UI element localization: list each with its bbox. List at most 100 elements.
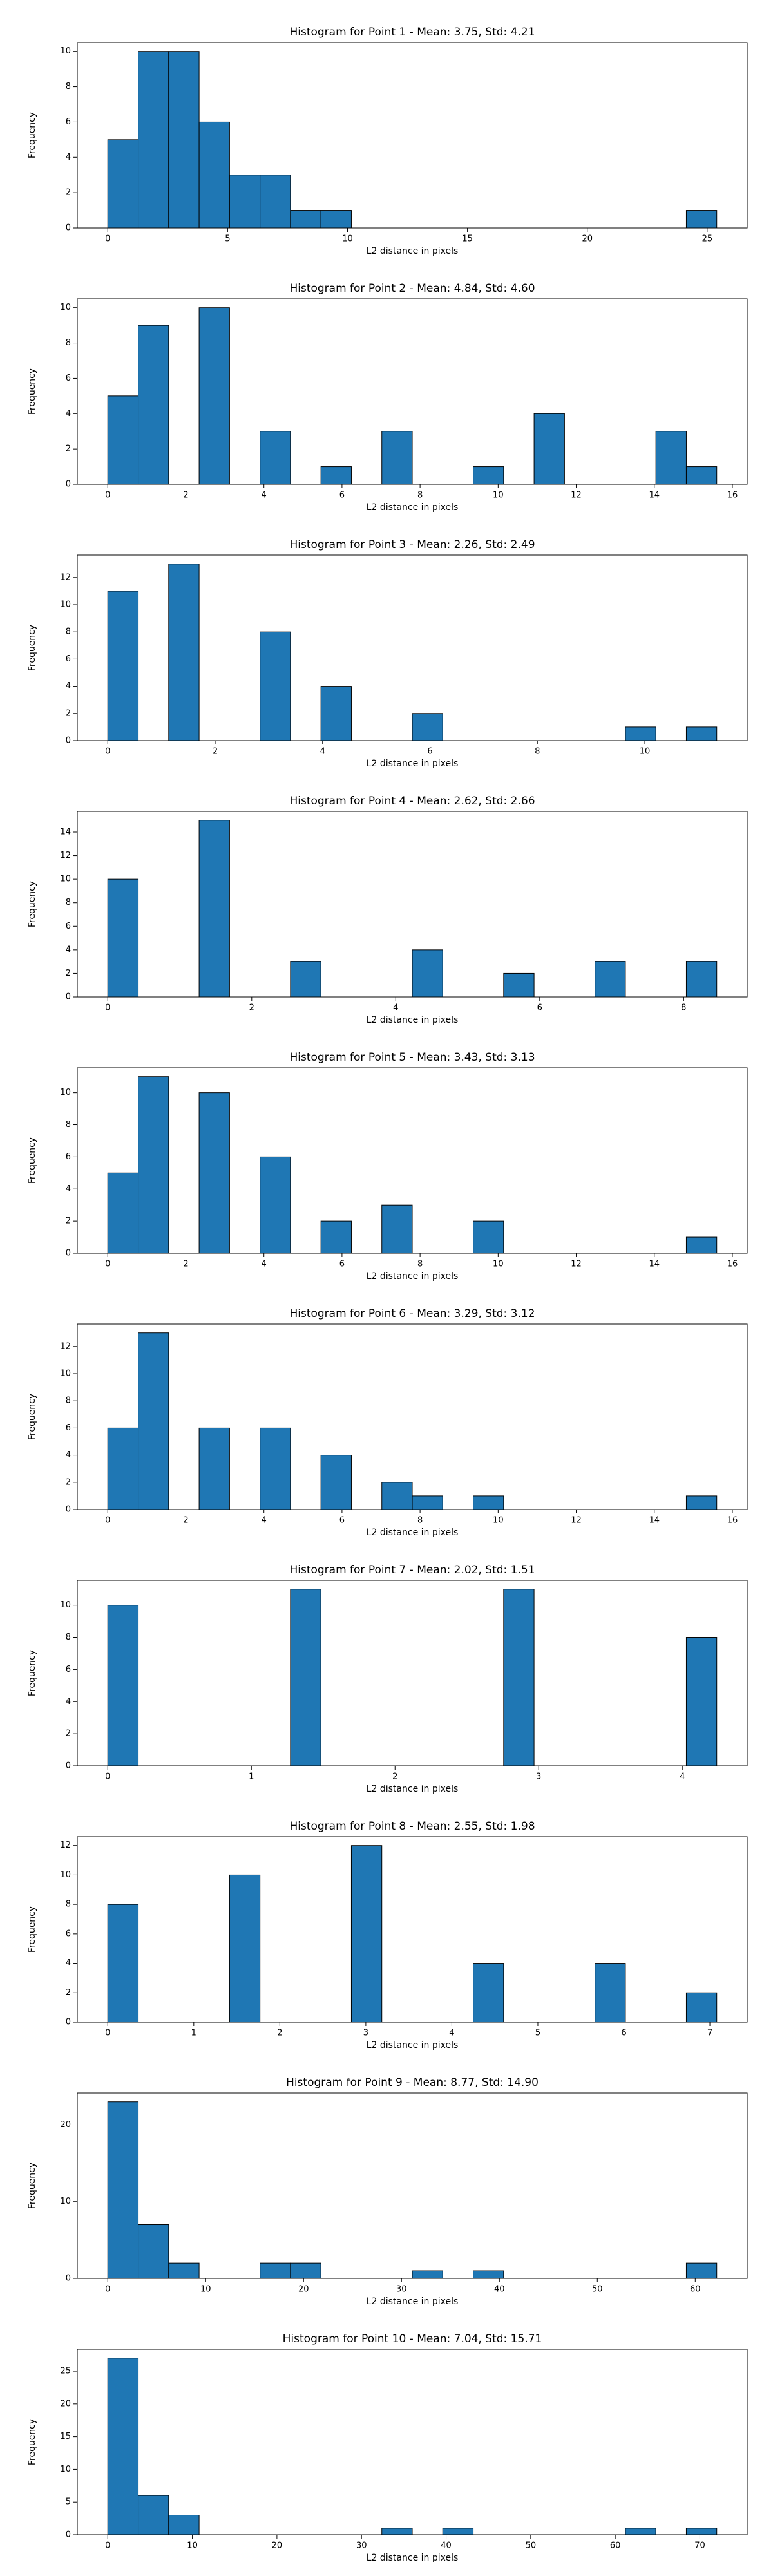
x-axis-label: L2 distance in pixels (367, 1528, 459, 1538)
x-tick-label: 20 (272, 2541, 283, 2551)
histogram-bar (290, 961, 321, 998)
y-axis-label: Frequency (27, 1394, 37, 1440)
histogram-bar (168, 2515, 200, 2535)
histogram-bar (503, 1589, 535, 1766)
histogram-bar (503, 972, 535, 998)
x-tick-label: 0 (105, 1516, 110, 1526)
chart-title: Histogram for Point 3 - Mean: 2.26, Std:… (289, 538, 535, 551)
y-tick-label: 4 (66, 1697, 71, 1707)
x-tick-label: 30 (396, 2285, 407, 2295)
histogram-bar (107, 2101, 139, 2279)
x-tick-label: 0 (105, 234, 110, 244)
x-tick-label: 8 (417, 1260, 423, 1269)
y-tick-label: 12 (60, 573, 71, 582)
x-tick-label: 14 (649, 1260, 660, 1269)
histogram-bar (473, 466, 504, 485)
x-tick-label: 5 (225, 234, 230, 244)
x-tick-label: 4 (262, 491, 267, 500)
y-tick-label: 25 (60, 2367, 71, 2376)
histogram-bar (685, 2262, 718, 2279)
y-tick-label: 0 (66, 736, 71, 746)
x-tick-label: 6 (339, 1260, 345, 1269)
histogram-bar (198, 307, 230, 485)
x-tick-label: 8 (681, 1003, 686, 1013)
histogram-bar (685, 466, 718, 485)
y-tick-label: 0 (66, 2018, 71, 2027)
x-axis-label: L2 distance in pixels (367, 1015, 459, 1025)
y-tick-label: 0 (66, 1249, 71, 1258)
y-tick-label: 0 (66, 2274, 71, 2284)
histogram-bar (168, 51, 200, 229)
y-tick-label: 10 (60, 1088, 71, 1097)
x-axis-label: L2 distance in pixels (367, 1271, 459, 1282)
x-axis-label: L2 distance in pixels (367, 759, 459, 769)
x-tick-label: 6 (621, 2029, 626, 2038)
histogram-bar (412, 2270, 443, 2279)
chart-title: Histogram for Point 4 - Mean: 2.62, Std:… (289, 795, 535, 808)
x-tick-label: 6 (339, 491, 345, 500)
x-axis-label: L2 distance in pixels (367, 502, 459, 513)
x-tick-label: 2 (213, 747, 218, 757)
histogram-bar (198, 1427, 230, 1510)
x-tick-label: 25 (702, 234, 713, 244)
y-tick-label: 2 (66, 708, 71, 718)
axes-frame (77, 2349, 748, 2535)
histogram-bar (138, 51, 169, 229)
histogram-bar (138, 2224, 169, 2279)
histogram-bar (260, 1427, 291, 1510)
histogram-bar (595, 961, 626, 998)
x-axis-label: L2 distance in pixels (367, 2297, 459, 2307)
x-tick-label: 0 (105, 2029, 110, 2038)
x-tick-label: 30 (356, 2541, 367, 2551)
histogram-bar (473, 1220, 504, 1254)
axes-frame (77, 298, 748, 485)
histogram-bar (260, 1156, 291, 1254)
chart-panel: 0 2 4 6 8 0 2 4 6 8 10 12 14 Histogram for Point 4 - … (27, 795, 748, 1025)
chart-panel: 0 2 4 6 8 10 0 2 4 6 8 10 12 Histogram for Point 3 - … (27, 538, 748, 769)
y-tick-label: 0 (66, 992, 71, 1002)
y-tick-label: 4 (66, 153, 71, 162)
x-tick-label: 40 (441, 2541, 452, 2551)
histogram-bar (625, 726, 656, 741)
x-tick-label: 0 (105, 1772, 110, 1782)
y-axis-label: Frequency (27, 2163, 37, 2209)
y-tick-label: 10 (60, 303, 71, 312)
histogram-bar (685, 2528, 718, 2535)
axes-frame (77, 1580, 748, 1766)
y-tick-label: 10 (60, 2197, 71, 2206)
y-tick-label: 2 (66, 1988, 71, 1998)
y-tick-label: 2 (66, 1217, 71, 1226)
chart-title: Histogram for Point 7 - Mean: 2.02, Std:… (289, 1564, 535, 1577)
y-tick-label: 10 (60, 1369, 71, 1379)
histogram-bar (290, 2262, 321, 2279)
histogram-bar (198, 121, 230, 229)
y-tick-label: 8 (66, 82, 71, 91)
x-tick-label: 0 (105, 2285, 110, 2295)
histogram-bar (685, 1495, 718, 1510)
histogram-bar (320, 466, 352, 485)
x-tick-label: 3 (536, 1772, 541, 1782)
y-tick-label: 12 (60, 851, 71, 860)
x-tick-label: 6 (339, 1516, 345, 1526)
y-tick-label: 2 (66, 1477, 71, 1487)
chart-title: Histogram for Point 5 - Mean: 3.43, Std:… (289, 1051, 535, 1064)
y-tick-label: 6 (66, 922, 71, 931)
x-tick-label: 40 (494, 2285, 505, 2295)
histogram-bar (685, 1236, 718, 1254)
chart-panel: 0 1 2 3 4 0 2 4 6 8 10 Histogram for Point 7 - Mean… (27, 1564, 748, 1794)
y-tick-label: 2 (66, 1729, 71, 1739)
x-tick-label: 12 (571, 491, 582, 500)
x-tick-label: 8 (417, 491, 423, 500)
histogram-bar (107, 591, 139, 741)
histogram-bar (260, 175, 291, 229)
histogram-bar (198, 1092, 230, 1254)
x-tick-label: 20 (298, 2285, 309, 2295)
y-tick-label: 15 (60, 2432, 71, 2441)
histogram-bar (473, 1963, 504, 2023)
chart-title: Histogram for Point 2 - Mean: 4.84, Std:… (289, 282, 535, 295)
y-tick-label: 8 (66, 627, 71, 637)
chart-title: Histogram for Point 9 - Mean: 8.77, Std:… (286, 2076, 539, 2089)
y-tick-label: 4 (66, 681, 71, 691)
